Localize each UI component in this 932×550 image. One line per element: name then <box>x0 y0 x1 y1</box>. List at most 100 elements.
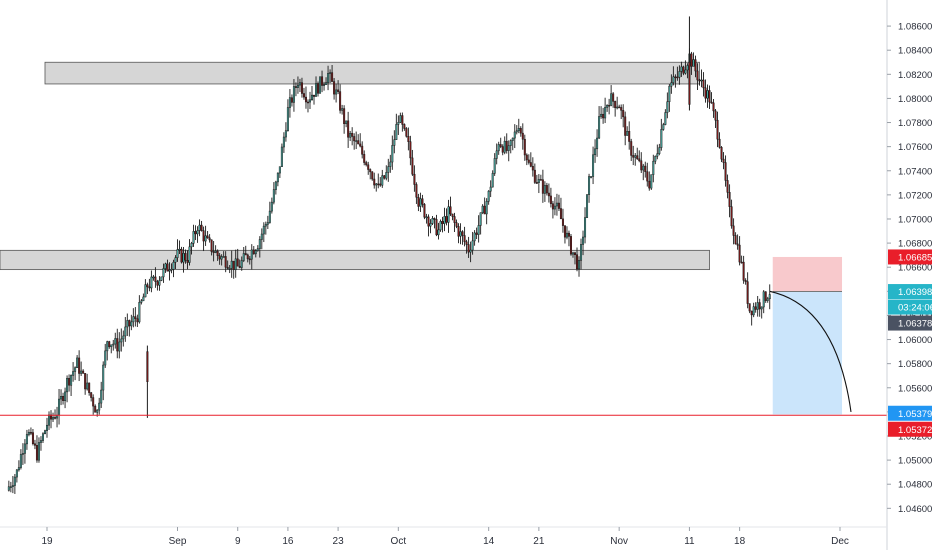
candle <box>702 72 705 97</box>
candle <box>64 387 67 409</box>
candle <box>423 203 426 220</box>
candle-body <box>355 140 358 142</box>
candle-body <box>142 296 145 302</box>
candle-body <box>473 232 476 242</box>
candle <box>666 92 669 119</box>
candle-body <box>345 120 348 124</box>
candle-body <box>130 321 133 327</box>
candle <box>618 104 621 109</box>
price-axis[interactable]: 1.046001.048001.050001.052001.054001.056… <box>886 0 932 550</box>
candle <box>714 109 717 128</box>
time-axis[interactable]: 19 Sep 9 16 23 Oct 14 21 Nov 11 18 Dec <box>0 526 887 547</box>
price-tick-label: 1.07800 <box>898 118 932 129</box>
candle <box>395 113 398 140</box>
candle-body <box>82 370 85 374</box>
candle-body <box>578 260 581 270</box>
candle-body <box>612 93 615 102</box>
candle <box>730 199 733 229</box>
candle-body <box>270 201 273 212</box>
candle <box>385 165 388 181</box>
candle <box>748 303 751 314</box>
candle <box>533 163 536 184</box>
candle <box>371 171 374 181</box>
candle-body <box>242 253 245 261</box>
candle <box>545 182 548 196</box>
candle <box>563 225 566 244</box>
candle <box>236 248 239 267</box>
candle <box>76 355 79 368</box>
time-tick-label: Nov <box>610 536 628 547</box>
candle <box>188 239 191 266</box>
candle-body <box>744 280 747 282</box>
candle-body <box>250 249 253 260</box>
candle-body <box>584 217 587 238</box>
candle <box>19 449 22 470</box>
candle <box>33 439 36 450</box>
candle-body <box>505 140 508 151</box>
candle-body <box>413 173 416 185</box>
candle-body <box>176 249 179 258</box>
candle-body <box>126 320 129 328</box>
candle <box>610 85 613 107</box>
candle <box>537 174 540 194</box>
candle <box>23 439 26 464</box>
candle <box>567 230 570 247</box>
candle <box>455 219 458 229</box>
candle-body <box>23 443 26 454</box>
candle-body <box>417 196 420 207</box>
candle-body <box>742 261 745 281</box>
candle <box>286 99 289 132</box>
candle-body <box>497 144 500 152</box>
candle <box>670 74 673 94</box>
candle-body <box>487 190 490 202</box>
candle-body <box>7 486 10 491</box>
candle <box>736 234 739 250</box>
candle-body <box>431 218 434 224</box>
candle-body <box>180 248 183 263</box>
candle-body <box>559 208 562 220</box>
candle-body <box>222 256 225 258</box>
candle-body <box>66 378 69 393</box>
candle-body <box>268 210 271 223</box>
candle-body <box>154 276 157 282</box>
candle <box>80 361 83 376</box>
candle-body <box>371 171 374 180</box>
candle <box>52 412 55 423</box>
price-label-text: 1.06685 <box>898 252 932 263</box>
stop-loss-zone <box>772 256 843 292</box>
candle-body <box>58 398 61 416</box>
candle-body <box>766 298 769 301</box>
candle <box>140 298 143 305</box>
candle-body <box>62 395 65 401</box>
candle-body <box>553 205 556 210</box>
candle <box>43 429 46 435</box>
candle <box>636 147 639 160</box>
price-tick-label: 1.07000 <box>898 214 932 225</box>
candle-body <box>379 183 382 186</box>
candle <box>200 220 203 232</box>
candle <box>706 84 709 108</box>
candle-body <box>391 145 394 163</box>
candle-body <box>369 169 372 173</box>
candle-body <box>156 281 159 286</box>
candle-body <box>459 231 462 237</box>
candle <box>473 230 476 246</box>
candle <box>750 310 753 326</box>
candle <box>365 160 368 167</box>
candle <box>276 172 279 187</box>
candle-body <box>648 180 651 189</box>
candle-body <box>349 132 352 138</box>
candle <box>196 226 199 243</box>
candle <box>250 244 253 270</box>
candle-body <box>666 101 669 113</box>
candle <box>367 161 370 175</box>
candle-body <box>443 216 446 224</box>
candle <box>21 443 24 465</box>
candle <box>393 130 396 154</box>
candle <box>50 410 53 429</box>
candle <box>614 100 617 117</box>
candle <box>194 225 197 241</box>
candle-body <box>670 82 673 87</box>
candle-body <box>252 249 255 255</box>
